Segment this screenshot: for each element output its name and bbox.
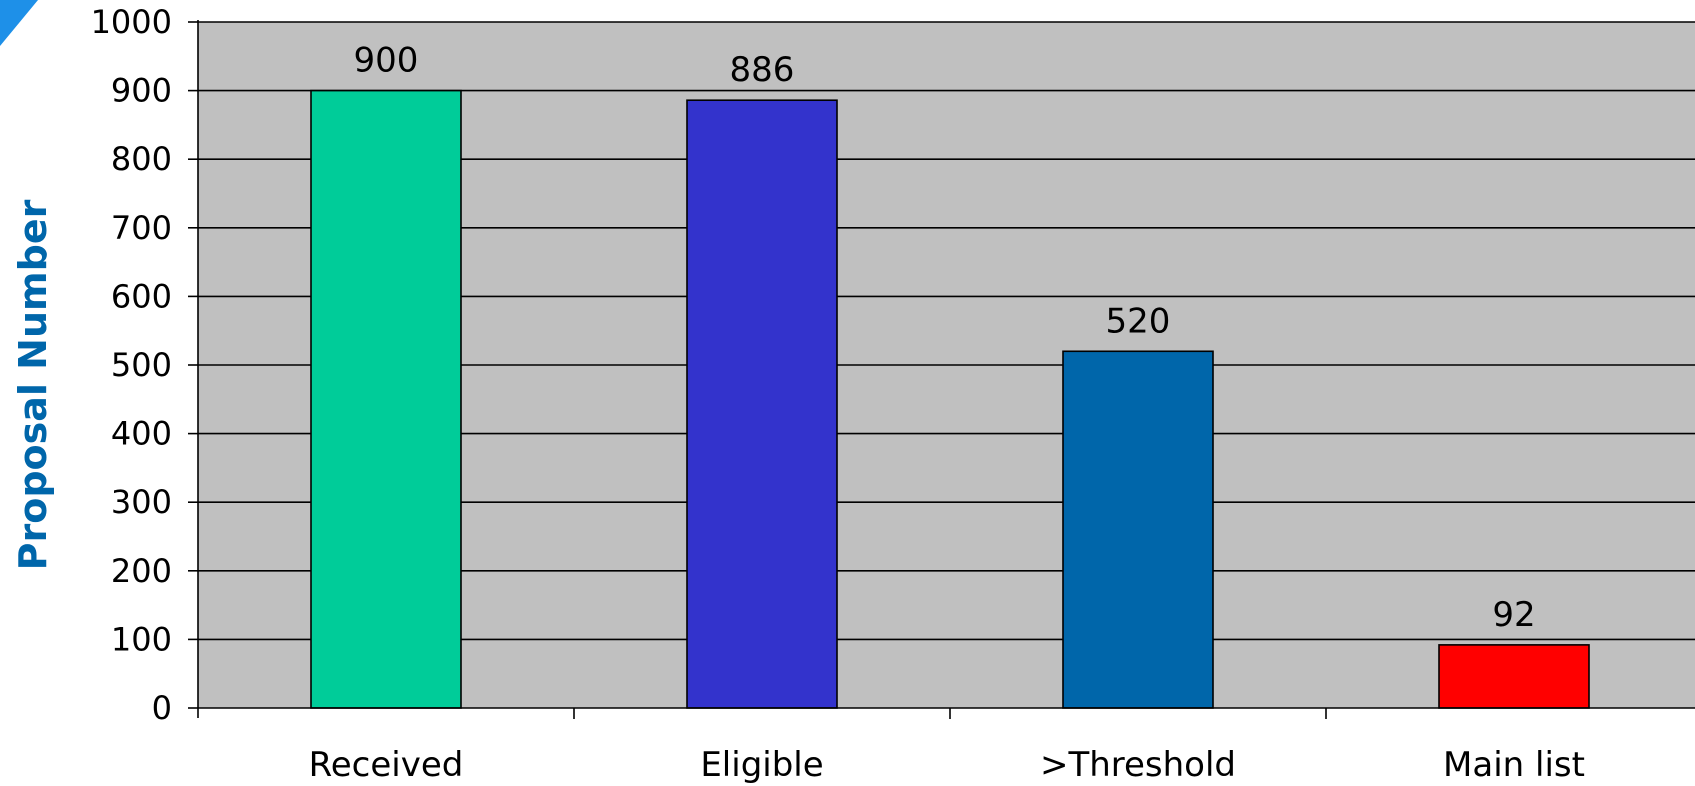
y-tick-label: 900 (111, 72, 172, 110)
x-tick-label: >Threshold (1040, 745, 1236, 785)
axes (197, 20, 1695, 719)
x-tick-label: Main list (1443, 745, 1585, 785)
y-tick-label: 100 (111, 620, 172, 658)
data-label: 520 (1106, 301, 1171, 341)
y-tick-label: 200 (111, 552, 172, 590)
bar (310, 89, 462, 709)
data-label: 886 (730, 50, 795, 90)
bar (1062, 350, 1214, 709)
bars (310, 89, 1590, 709)
y-tick-label: 1000 (91, 3, 172, 41)
data-label: 900 (354, 41, 419, 81)
y-tick-label: 800 (111, 140, 172, 178)
data-label: 92 (1492, 595, 1535, 635)
y-tick-label: 600 (111, 277, 172, 315)
y-tick-label: 700 (111, 209, 172, 247)
x-tick-label: Eligible (700, 745, 823, 785)
corner-accent-shape (0, 0, 38, 46)
y-tick-label: 400 (111, 415, 172, 453)
x-tick-label: Received (309, 745, 464, 785)
bar (686, 99, 838, 709)
y-tick-label: 500 (111, 346, 172, 384)
y-tick-label: 300 (111, 483, 172, 521)
data-labels: 900 886 520 92 (354, 41, 1536, 635)
y-tick-label: 0 (152, 689, 172, 727)
bar (1438, 644, 1590, 709)
y-tick-labels: 0 100 200 300 400 500 600 700 800 900 1000 (91, 3, 172, 727)
y-axis-title: Proposal Number (11, 199, 55, 570)
x-tick-labels: Received Eligible >Threshold Main list (309, 745, 1585, 785)
